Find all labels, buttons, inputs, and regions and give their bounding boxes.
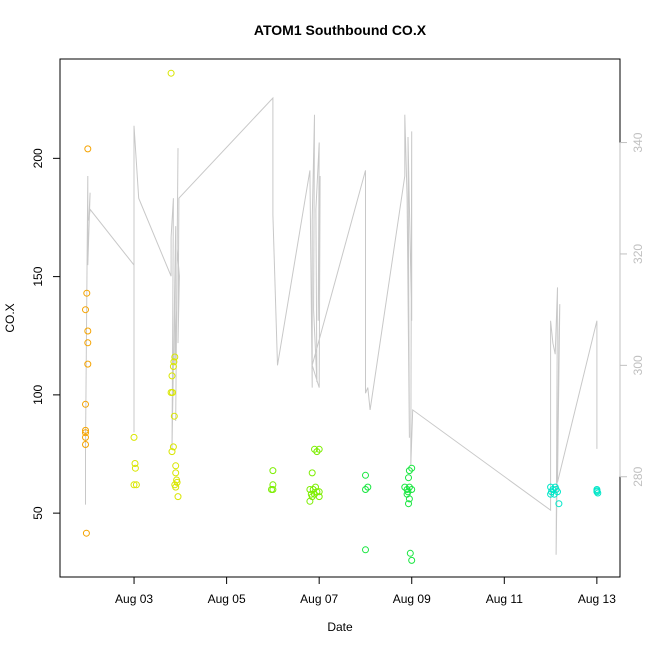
data-point — [130, 433, 138, 441]
y2-axis: 280 300 320 340 — [619, 132, 645, 487]
data-point — [84, 327, 92, 335]
data-point — [309, 486, 317, 493]
data-point — [173, 478, 181, 486]
chart-title: ATOM1 Southbound CO.X — [254, 22, 427, 38]
data-point — [555, 500, 563, 508]
data-point — [408, 464, 416, 472]
data-point — [307, 490, 315, 498]
data-point — [84, 145, 92, 153]
x-axis: Aug 03 Aug 05 Aug 07 Aug 09 Aug 11 Aug 13 — [115, 576, 616, 606]
data-point — [170, 358, 178, 366]
y2-tick-label: 340 — [631, 132, 645, 152]
data-point — [169, 363, 177, 370]
data-point — [364, 483, 372, 491]
x-axis-label: Date — [327, 620, 353, 634]
data-point — [83, 289, 91, 297]
data-point — [82, 306, 89, 314]
data-point — [554, 488, 561, 496]
data-point — [82, 441, 89, 448]
data-point — [131, 460, 139, 467]
data-point — [172, 462, 180, 470]
data-point — [404, 488, 412, 496]
y-tick-label: 200 — [31, 148, 45, 168]
data-point — [311, 445, 318, 453]
data-point — [131, 464, 139, 472]
data-point — [172, 469, 180, 477]
data-point — [84, 339, 92, 347]
data-point — [312, 483, 319, 491]
data-point — [130, 481, 138, 489]
data-point — [593, 487, 601, 495]
data-point — [405, 495, 413, 503]
data-point — [313, 488, 321, 496]
data-point — [82, 433, 89, 441]
y2-tick-label: 280 — [631, 466, 645, 486]
data-point — [172, 483, 180, 491]
data-point — [313, 448, 321, 456]
scatter-points — [82, 69, 602, 564]
x-tick-label: Aug 03 — [115, 592, 153, 606]
data-point — [547, 490, 555, 498]
data-point — [308, 469, 316, 477]
x-tick-label: Aug 05 — [208, 592, 246, 606]
data-point — [168, 448, 176, 456]
data-point — [401, 483, 409, 491]
data-point — [170, 412, 178, 420]
data-point — [82, 529, 90, 537]
data-point — [315, 488, 323, 496]
data-point — [362, 471, 369, 479]
y2-series-line — [85, 96, 598, 555]
y-tick-label: 50 — [31, 506, 45, 520]
x-tick-label: Aug 11 — [486, 592, 523, 606]
x-tick-label: Aug 07 — [300, 592, 338, 606]
data-point — [269, 481, 277, 489]
y-tick-label: 100 — [31, 385, 45, 405]
y-tick-label: 150 — [31, 266, 45, 286]
data-point — [362, 486, 369, 493]
y2-tick-label: 320 — [631, 244, 645, 264]
data-point — [405, 483, 413, 491]
x-tick-label: Aug 09 — [393, 592, 431, 606]
data-point — [169, 389, 176, 396]
data-point — [408, 486, 416, 493]
y-axis-label: CO.X — [3, 303, 17, 332]
data-point — [82, 426, 89, 434]
data-point — [168, 372, 176, 380]
y-axis: 50 100 150 200 — [31, 148, 61, 520]
data-point — [306, 486, 314, 493]
data-point — [167, 69, 175, 77]
data-point — [408, 556, 416, 564]
data-point — [315, 445, 323, 453]
data-point — [405, 467, 413, 475]
data-point — [405, 474, 412, 482]
data-point — [362, 546, 369, 554]
y2-tick-label: 300 — [631, 355, 645, 375]
data-point — [84, 360, 92, 368]
data-point — [269, 486, 277, 493]
data-point — [169, 443, 177, 451]
data-point — [405, 500, 412, 508]
data-point — [269, 467, 277, 475]
data-point — [82, 400, 89, 408]
data-point — [171, 353, 179, 361]
plot-area — [82, 69, 602, 564]
data-point — [132, 481, 140, 489]
data-point — [406, 549, 414, 557]
data-point — [82, 429, 89, 437]
data-point — [174, 493, 182, 501]
x-tick-label: Aug 13 — [578, 592, 616, 606]
y2-line-series — [85, 96, 598, 555]
